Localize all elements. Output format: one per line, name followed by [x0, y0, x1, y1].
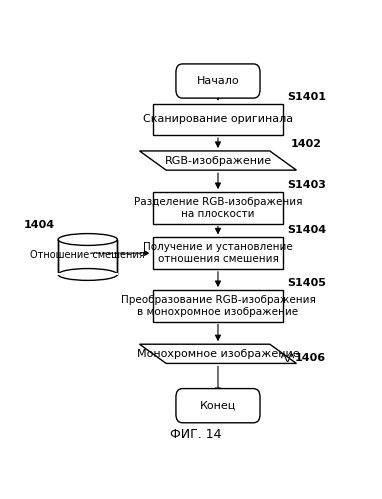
Ellipse shape [58, 268, 117, 280]
Bar [58, 240, 117, 274]
Text: Получение и установление
отношения смешения: Получение и установление отношения смеше… [143, 243, 293, 264]
Text: RGB-изображение: RGB-изображение [164, 156, 272, 166]
Text: 1406: 1406 [295, 353, 326, 363]
Text: ФИГ. 14: ФИГ. 14 [170, 428, 222, 441]
Polygon shape [139, 151, 296, 170]
Bar [153, 290, 283, 321]
Text: Конец: Конец [200, 401, 236, 411]
FancyBboxPatch shape [176, 389, 260, 423]
Text: S1404: S1404 [288, 226, 327, 236]
Text: Начало: Начало [197, 76, 239, 86]
Text: Монохромное изображение: Монохромное изображение [137, 349, 299, 359]
Bar [153, 238, 283, 269]
Text: S1403: S1403 [288, 180, 327, 190]
Text: Сканирование оригинала: Сканирование оригинала [143, 114, 293, 124]
Text: S1405: S1405 [288, 278, 327, 288]
Text: 1402: 1402 [290, 139, 322, 149]
Text: Разделение RGB-изображения
на плоскости: Разделение RGB-изображения на плоскости [134, 197, 302, 219]
Text: S1401: S1401 [288, 92, 327, 102]
Bar [153, 192, 283, 224]
Ellipse shape [58, 234, 117, 246]
FancyBboxPatch shape [176, 64, 260, 98]
Text: Преобразование RGB-изображения
в монохромное изображение: Преобразование RGB-изображения в монохро… [121, 295, 316, 316]
Bar [59, 240, 117, 274]
Polygon shape [139, 344, 296, 363]
Text: 1404: 1404 [24, 220, 55, 230]
Text: Отношение смешения: Отношение смешения [31, 250, 145, 260]
Bar [153, 104, 283, 135]
